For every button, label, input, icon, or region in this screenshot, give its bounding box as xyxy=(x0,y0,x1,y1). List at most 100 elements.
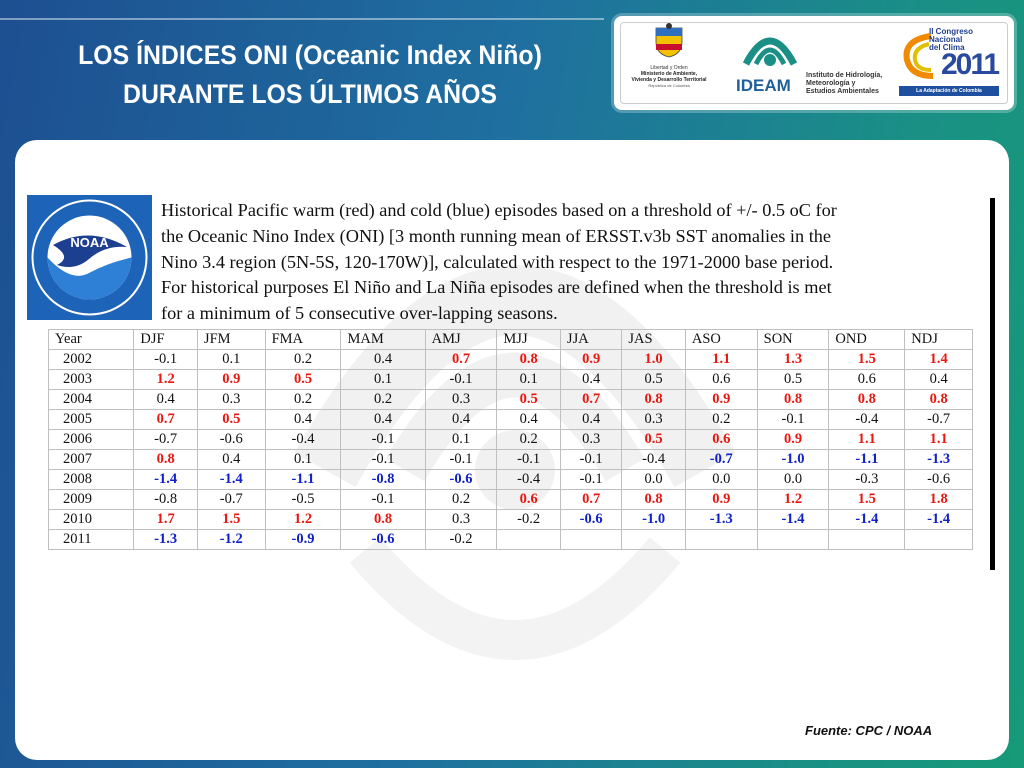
table-header-row: Year DJF JFM FMA MAM AMJ MJJ JJA JAS ASO SON OND NDJ xyxy=(47,329,973,350)
oni-value-cell: 0.5 xyxy=(621,369,686,390)
oni-value-cell: 0.4 xyxy=(264,409,342,430)
year-cell: 2007 xyxy=(47,449,135,470)
description-line-5: for a minimum of 5 consecutive over-lapp… xyxy=(161,303,558,324)
oni-value-cell: -1.2 xyxy=(196,529,266,550)
oni-value-cell: -0.5 xyxy=(264,489,342,510)
table-body: 2002 -0.1 0.1 0.2 0.4 0.7 0.8 0.9 1.0 1.1 1.3 1.5 1.… xyxy=(47,349,973,550)
oni-value-cell: -0.6 xyxy=(559,509,623,530)
oni-value-cell: 0.4 xyxy=(340,349,426,370)
oni-value-cell: 0.5 xyxy=(496,389,561,410)
description-line-1: Historical Pacific warm (red) and cold (… xyxy=(161,200,837,220)
oni-value-cell: 0.4 xyxy=(340,409,426,430)
oni-value-cell: -0.2 xyxy=(424,529,498,550)
oni-value-cell: 1.0 xyxy=(621,349,686,370)
header-season-amj: AMJ xyxy=(424,329,498,350)
oni-value-cell: 0.7 xyxy=(424,349,498,370)
oni-value-cell: 0.0 xyxy=(756,469,830,490)
oni-value-cell: -0.6 xyxy=(904,469,973,490)
oni-value-cell: -1.4 xyxy=(133,469,198,490)
oni-value-cell: 0.8 xyxy=(621,389,686,410)
oni-value-cell: -0.7 xyxy=(684,449,758,470)
table-row: 2002 -0.1 0.1 0.2 0.4 0.7 0.8 0.9 1.0 1.1 1.3 1.5 1.… xyxy=(47,349,973,370)
oni-value-cell: 0.3 xyxy=(196,389,266,410)
year-cell: 2006 xyxy=(47,429,135,450)
oni-value-cell: 0.9 xyxy=(196,369,266,390)
oni-value-cell: -0.4 xyxy=(496,469,561,490)
oni-value-cell: 0.8 xyxy=(133,449,198,470)
oni-value-cell: -0.1 xyxy=(340,489,426,510)
oni-value-cell: 0.7 xyxy=(559,389,623,410)
oni-value-cell: 0.7 xyxy=(559,489,623,510)
description-line-3: Nino 3.4 region (5N-5S, 120-170W)], calc… xyxy=(161,251,834,272)
oni-value-cell: 0.6 xyxy=(828,369,906,390)
oni-value-cell: 1.5 xyxy=(828,489,906,510)
minambiente-logo: Libertad y Orden Ministerio de Ambiente,… xyxy=(624,22,714,102)
header-season-ond: OND xyxy=(828,329,906,350)
oni-value-cell: 1.5 xyxy=(196,509,266,530)
ideam-desc-line-1: Instituto de Hidrología, xyxy=(806,72,883,79)
oni-value-cell: 0.8 xyxy=(756,389,830,410)
oni-value-cell xyxy=(756,529,830,550)
oni-value-cell: -0.1 xyxy=(133,349,198,370)
oni-value-cell: -0.7 xyxy=(196,489,266,510)
oni-value-cell: 0.4 xyxy=(559,369,623,390)
oni-value-cell: -0.4 xyxy=(264,429,342,450)
oni-value-cell: 1.7 xyxy=(133,509,198,530)
content-panel: NOAA Historical Pacific warm (red) and c… xyxy=(15,140,1009,760)
slide-title: LOS ÍNDICES ONI (Oceanic Index Niño) DUR… xyxy=(43,36,577,114)
oni-value-cell: -0.1 xyxy=(496,449,561,470)
oni-value-cell: 0.8 xyxy=(496,349,561,370)
year-cell: 2011 xyxy=(47,529,135,550)
table-row: 2011 -1.3 -1.2 -0.9 -0.6 -0.2 xyxy=(47,529,973,550)
oni-value-cell: -1.3 xyxy=(133,529,198,550)
oni-value-cell: 0.2 xyxy=(424,489,498,510)
congreso-year: 2011 xyxy=(941,48,1000,81)
header-season-son: SON xyxy=(756,329,830,350)
header-season-fma: FMA xyxy=(264,329,342,350)
logo-bar-frame xyxy=(620,22,1008,104)
oni-value-cell: 1.4 xyxy=(904,349,973,370)
year-cell: 2004 xyxy=(47,389,135,410)
oni-value-cell: -0.3 xyxy=(828,469,906,490)
oni-value-cell: 0.1 xyxy=(264,449,342,470)
table-row: 2008 -1.4 -1.4 -1.1 -0.8 -0.6 -0.4 -0.1 0.0 0.0 0.… xyxy=(47,469,973,490)
oni-value-cell: -0.1 xyxy=(756,409,830,430)
oni-value-cell: 1.5 xyxy=(828,349,906,370)
year-cell: 2009 xyxy=(47,489,135,510)
header-season-mam: MAM xyxy=(340,329,426,350)
oni-value-cell: 0.9 xyxy=(756,429,830,450)
description-line-4: For historical purposes El Niño and La N… xyxy=(161,277,832,298)
oni-value-cell: 1.2 xyxy=(133,369,198,390)
oni-value-cell xyxy=(559,529,623,550)
table-row: 2009 -0.8 -0.7 -0.5 -0.1 0.2 0.6 0.7 0.8 0.9 1.2 1.… xyxy=(47,489,973,510)
oni-value-cell: 0.6 xyxy=(496,489,561,510)
oni-value-cell: 0.2 xyxy=(264,349,342,370)
oni-value-cell: -1.1 xyxy=(264,469,342,490)
top-divider-line xyxy=(0,18,604,20)
title-line-2: DURANTE LOS ÚLTIMOS AÑOS xyxy=(123,79,497,109)
oni-value-cell: -0.4 xyxy=(621,449,686,470)
ideam-logo: IDEAM Instituto de Hidrología, Meteorolo… xyxy=(730,22,885,102)
oni-value-cell: 0.5 xyxy=(756,369,830,390)
congreso-line-2: Nacional xyxy=(929,35,963,44)
ideam-desc-line-2: Meteorología y xyxy=(806,80,856,87)
year-cell: 2005 xyxy=(47,409,135,430)
oni-value-cell: 0.4 xyxy=(424,409,498,430)
oni-value-cell: -0.7 xyxy=(133,429,198,450)
header-season-djf: DJF xyxy=(133,329,198,350)
ideam-description: Instituto de Hidrología, Meteorología y … xyxy=(806,72,886,96)
oni-value-cell: -1.1 xyxy=(828,449,906,470)
oni-value-cell: 1.1 xyxy=(684,349,758,370)
oni-value-cell: 0.7 xyxy=(133,409,198,430)
oni-value-cell: 0.2 xyxy=(340,389,426,410)
oni-value-cell: 0.4 xyxy=(904,369,973,390)
oni-value-cell: -0.1 xyxy=(340,429,426,450)
oni-value-cell: -0.1 xyxy=(424,369,498,390)
year-cell: 2010 xyxy=(47,509,135,530)
oni-value-cell: -1.4 xyxy=(196,469,266,490)
oni-value-cell: -1.3 xyxy=(904,449,973,470)
oni-table: Year DJF JFM FMA MAM AMJ MJJ JJA JAS ASO SON OND NDJ… xyxy=(47,329,973,550)
oni-value-cell: 0.5 xyxy=(264,369,342,390)
oni-value-cell: 0.4 xyxy=(196,449,266,470)
congreso-swirl-icon xyxy=(903,33,934,79)
